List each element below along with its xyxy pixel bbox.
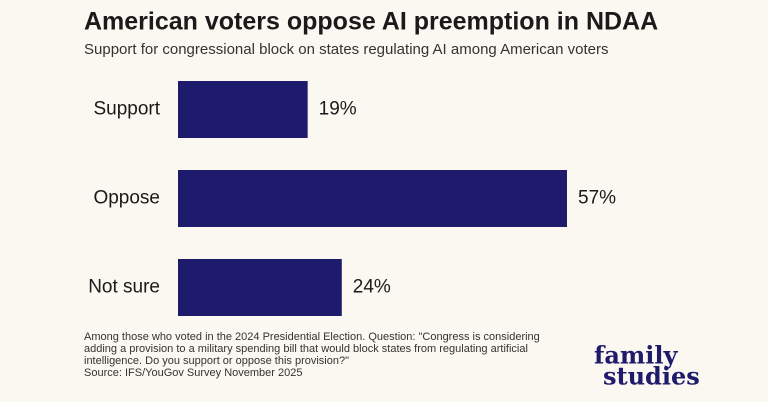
brand-logo: studies <box>603 362 700 391</box>
value-label: 19% <box>319 99 357 120</box>
note-line: intelligence. Do you support or oppose t… <box>84 355 349 367</box>
bar <box>178 259 342 316</box>
source: Source: IFS/YouGov Survey November 2025 <box>84 367 303 379</box>
note-line: Among those who voted in the 2024 Presid… <box>84 331 540 343</box>
chart-title: American voters oppose AI preemption in … <box>84 8 658 36</box>
bar <box>178 170 567 227</box>
bar <box>178 81 308 138</box>
category-label: Oppose <box>93 188 160 209</box>
value-label: 24% <box>353 277 391 298</box>
category-label: Not sure <box>88 277 160 298</box>
brand-logo: family <box>594 341 679 370</box>
note-line: adding a provision to a military spendin… <box>84 343 528 355</box>
category-label: Support <box>93 99 160 120</box>
chart-subtitle: Support for congressional block on state… <box>84 41 608 58</box>
value-label: 57% <box>578 188 616 209</box>
